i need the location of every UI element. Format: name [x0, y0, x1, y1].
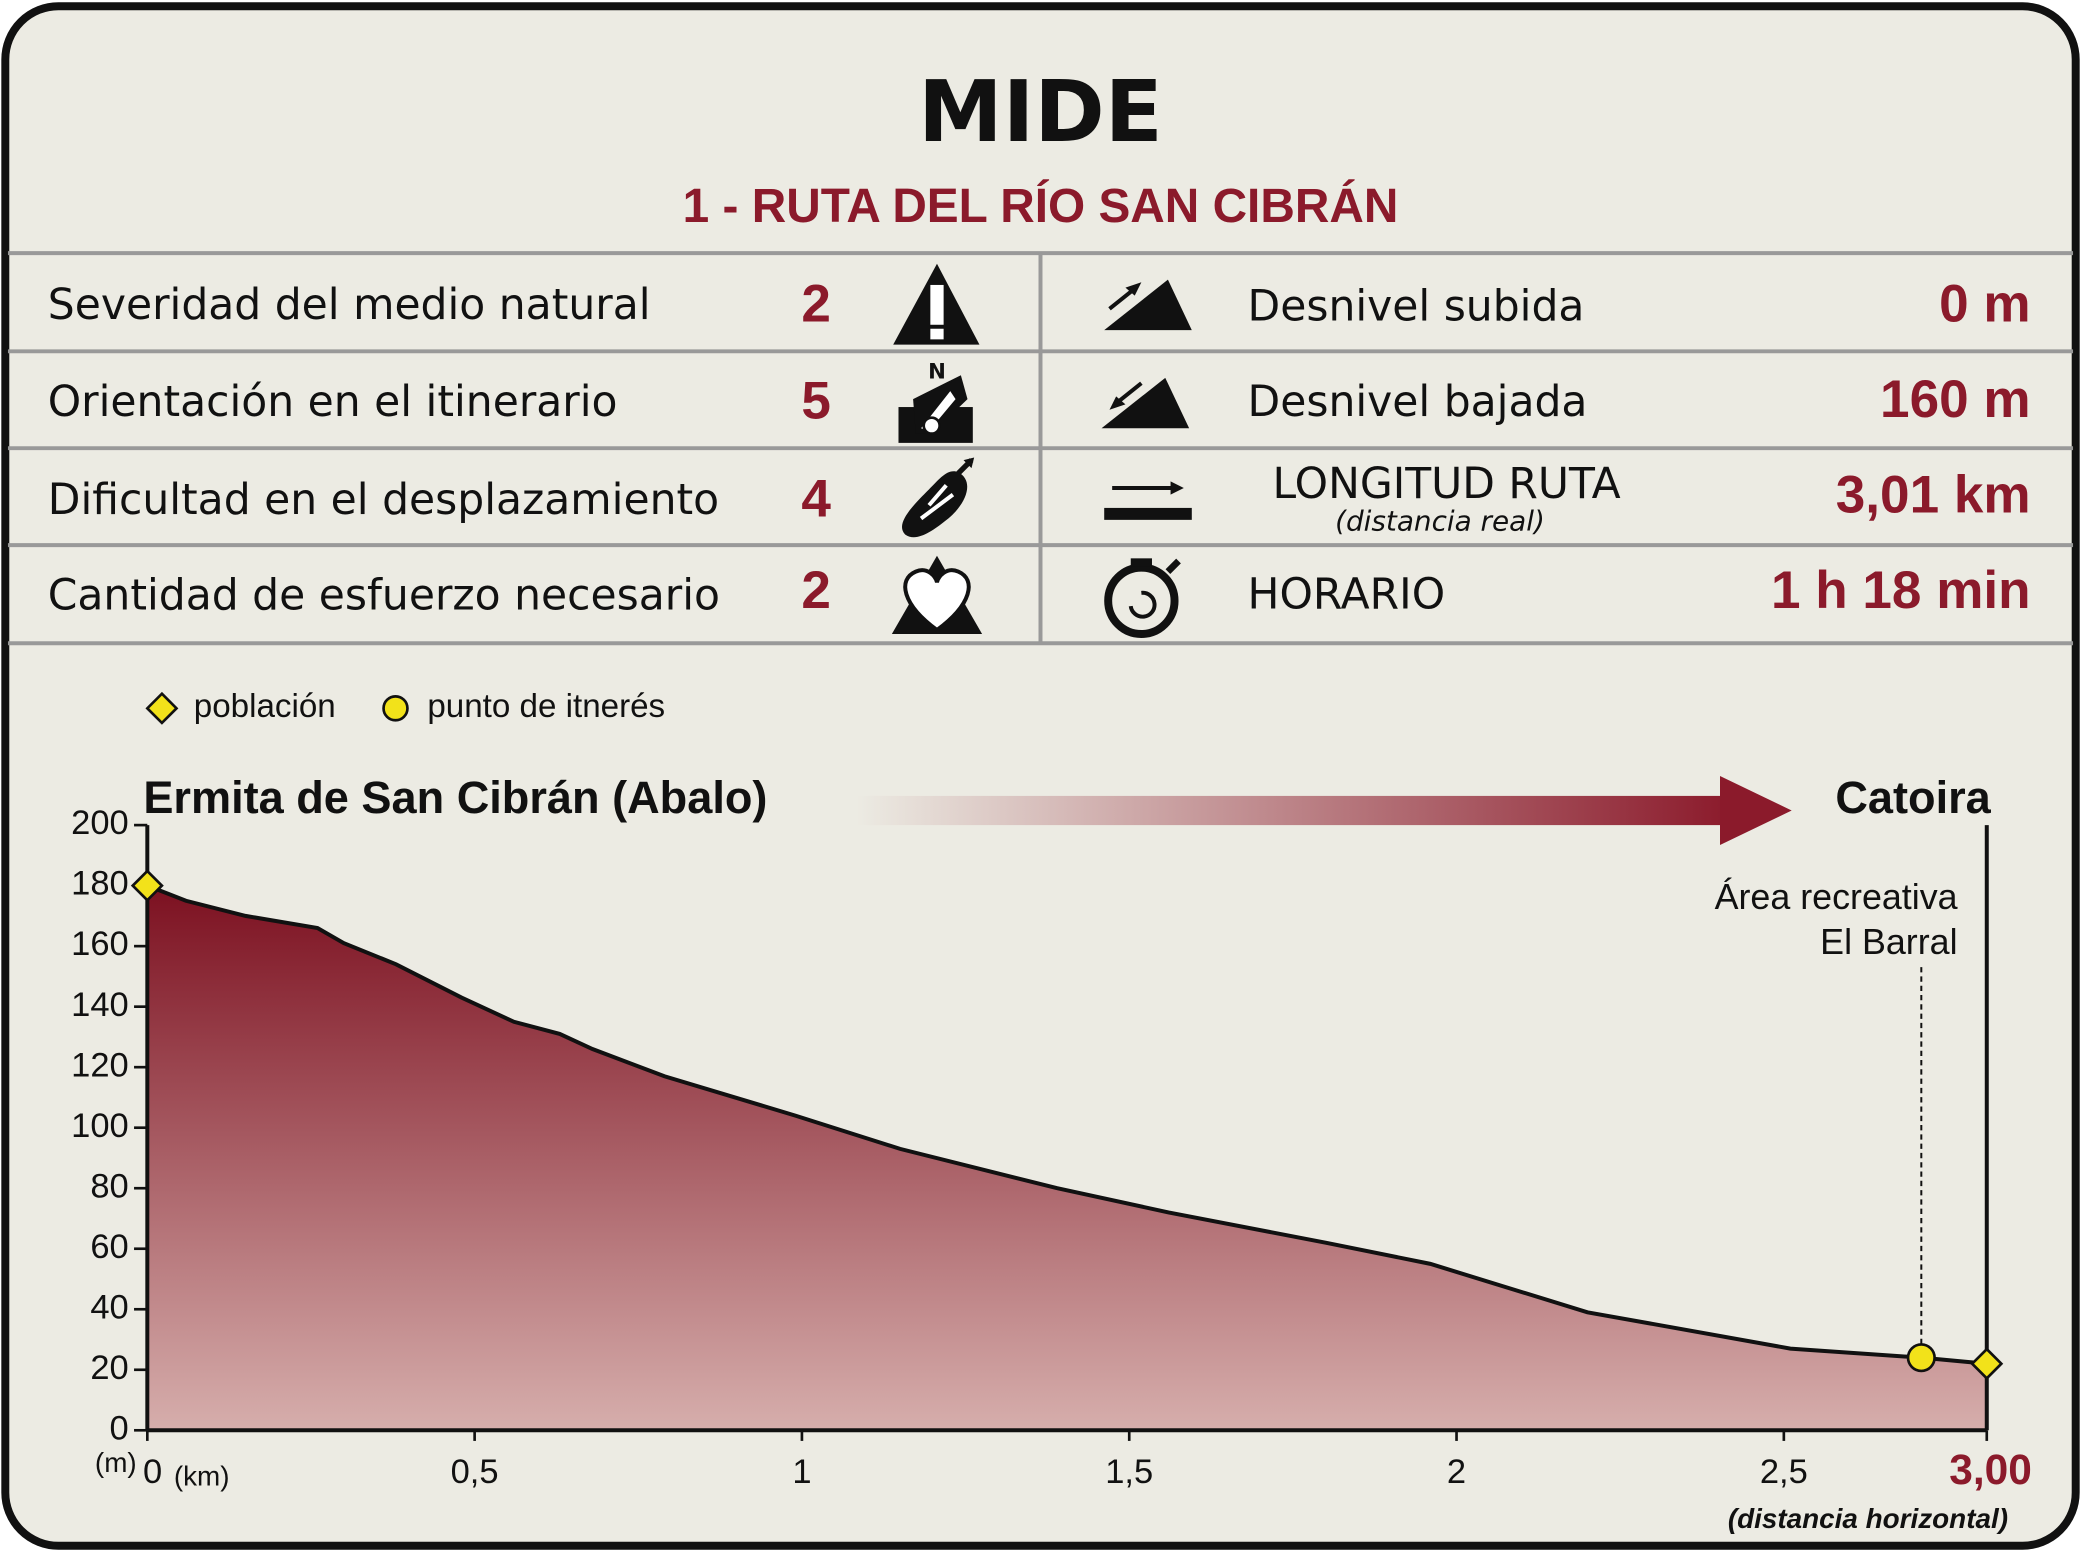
legend-label: punto de itnerés — [427, 688, 665, 725]
x-tick-label: 1,5 — [1105, 1453, 1153, 1491]
icon-descent — [1101, 377, 1190, 429]
y-tick-label: 60 — [90, 1228, 128, 1266]
x-tick-label: 0,5 — [451, 1453, 499, 1491]
route-label: Desnivel subida — [1248, 282, 1585, 331]
mide-value: 5 — [801, 371, 831, 430]
y-tick-label: 100 — [71, 1107, 129, 1145]
mide-label: Cantidad de esfuerzo necesario — [48, 572, 720, 621]
icon-footprint — [902, 457, 975, 538]
x-note: (distancia horizontal) — [1728, 1503, 2008, 1534]
x-end-label: 3,00 — [1949, 1446, 2032, 1493]
mide-value: 2 — [801, 561, 831, 620]
y-tick-label: 180 — [71, 865, 129, 903]
title: MIDE — [918, 63, 1163, 162]
route-label: HORARIO — [1248, 570, 1446, 619]
direction-arrow — [856, 776, 1792, 846]
mide-value: 2 — [801, 275, 831, 334]
icon-ascent — [1104, 279, 1192, 331]
x-tick-label: 1 — [792, 1453, 811, 1491]
mide-value: 4 — [801, 470, 831, 529]
elevation-line — [146, 883, 1987, 1366]
legend-label: población — [194, 688, 336, 725]
mide-label: Orientación en el itinerario — [48, 378, 618, 427]
x-tick-label: 2,5 — [1760, 1453, 1808, 1491]
icon-length — [1104, 481, 1192, 520]
town-marker — [130, 869, 164, 903]
y-unit: (m) — [95, 1447, 137, 1478]
mide-label: Dificultad en el desplazamiento — [48, 476, 719, 525]
x-unit: (km) — [174, 1460, 230, 1491]
svg-text:N: N — [928, 360, 946, 385]
route-label: LONGITUD RUTA — [1273, 460, 1621, 509]
y-tick-label: 120 — [71, 1046, 129, 1084]
y-tick-label: 20 — [90, 1349, 128, 1387]
route-value: 1 h 18 min — [1771, 561, 2031, 620]
end-label: Catoira — [1835, 772, 1991, 823]
icon-orientation: N — [898, 360, 973, 443]
mide-label: Severidad del medio natural — [48, 281, 651, 330]
point-label: Área recreativa — [1715, 877, 1958, 917]
route-value: 3,01 km — [1836, 466, 2031, 525]
icon-warning — [893, 263, 980, 345]
route-value: 160 m — [1880, 370, 2031, 429]
y-tick-label: 140 — [71, 986, 129, 1024]
start-label: Ermita de San Cibrán (Abalo) — [143, 772, 767, 823]
y-tick-label: 200 — [71, 804, 129, 842]
town-marker — [145, 691, 179, 725]
route-sublabel: (distancia real) — [1335, 505, 1545, 538]
y-tick-label: 80 — [90, 1167, 128, 1205]
y-tick-label: 0 — [110, 1409, 129, 1447]
y-tick-label: 40 — [90, 1288, 128, 1326]
poi-marker — [1906, 1343, 1936, 1373]
icon-timer — [1104, 558, 1181, 638]
route-value: 0 m — [1939, 275, 2030, 334]
x-tick-label: 0 — [143, 1453, 162, 1491]
town-marker — [1970, 1347, 2004, 1381]
point-label: El Barral — [1820, 922, 1957, 962]
subtitle: 1 - RUTA DEL RÍO SAN CIBRÁN — [683, 179, 1399, 233]
poi-marker — [382, 695, 409, 722]
y-tick-label: 160 — [71, 925, 129, 963]
x-tick-label: 2 — [1447, 1453, 1466, 1491]
icon-effort — [891, 555, 983, 634]
route-label: Desnivel bajada — [1248, 378, 1588, 427]
